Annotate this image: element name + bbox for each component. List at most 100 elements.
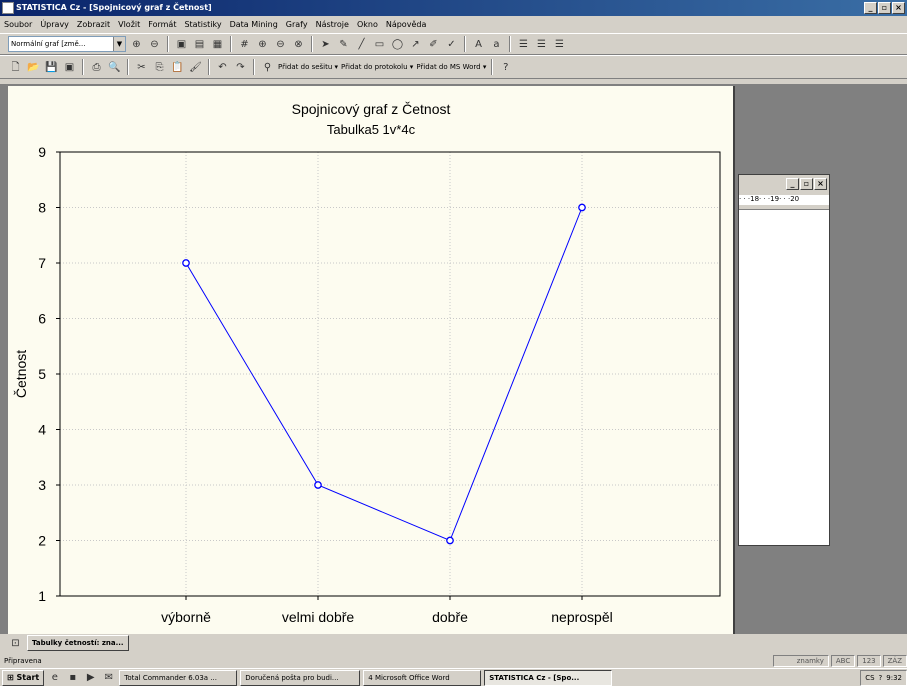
menu-format[interactable]: Formát <box>148 20 177 29</box>
status-text: Připravena <box>4 657 42 665</box>
redo-icon[interactable]: ↷ <box>236 61 245 73</box>
minimize-button[interactable]: _ <box>864 2 877 14</box>
help-icon[interactable]: ? <box>503 61 509 73</box>
paste-icon[interactable]: 📋 <box>171 61 184 73</box>
align-right-icon[interactable]: ☰ <box>555 38 564 50</box>
zoom-reset-icon[interactable]: ⊗ <box>294 38 303 50</box>
add-to-word-button[interactable]: Přidat do MS Word ▾ <box>416 63 487 71</box>
data-point[interactable] <box>182 259 190 267</box>
draw-arrow-icon[interactable]: ↗ <box>411 38 420 50</box>
align-center-icon[interactable]: ☰ <box>537 38 546 50</box>
print-preview-icon[interactable]: 🔍 <box>108 61 121 73</box>
graph-type-combo[interactable]: Normální graf [změ... ▼ <box>8 36 126 52</box>
status-zaz: ZÁZ <box>882 655 907 667</box>
pdf-icon[interactable]: ▣ <box>64 61 75 73</box>
zoom-out2-icon[interactable]: ⊖ <box>276 38 285 50</box>
data-point[interactable] <box>446 536 454 545</box>
new-icon[interactable]: 🗋 <box>11 61 20 73</box>
spreadsheet-body[interactable] <box>739 209 829 545</box>
zoom-icon[interactable]: ⊕ <box>132 38 141 50</box>
draw-ellipse-icon[interactable]: ◯ <box>391 38 404 50</box>
y-tick-label: 8 <box>38 200 46 216</box>
system-tray: CS ? 9:32 <box>860 669 907 686</box>
data-point[interactable] <box>314 481 322 489</box>
sheet-close-button[interactable]: × <box>814 178 827 190</box>
window-title: STATISTICA Cz - [Spojnicový graf z Četno… <box>16 3 212 12</box>
copy-icon[interactable]: ⎘ <box>155 61 164 73</box>
print-icon[interactable]: ⎙ <box>92 61 101 73</box>
add-to-workbook-button[interactable]: Přidat do sešitu ▾ <box>278 63 339 71</box>
brush-icon[interactable]: ✎ <box>339 38 348 50</box>
menu-upravy[interactable]: Úpravy <box>40 20 69 29</box>
zoom-in-icon[interactable]: ⊕ <box>258 38 267 50</box>
menu-grafy[interactable]: Grafy <box>285 20 308 29</box>
menu-nastroje[interactable]: Nástroje <box>315 20 349 29</box>
graph-data-icon[interactable]: ▤ <box>194 38 205 50</box>
draw-rect-icon[interactable]: ▭ <box>374 38 385 50</box>
x-tick-label: dobře <box>432 609 468 625</box>
grid-icon[interactable]: # <box>240 38 249 50</box>
graph-toolbar: Normální graf [změ... ▼ ⊕ ⊖ ▣ ▤ ▦ # ⊕ ⊖ … <box>0 33 907 55</box>
draw-line-icon[interactable]: ╱ <box>358 38 365 50</box>
task-word[interactable]: 4 Microsoft Office Word <box>363 669 482 686</box>
y-tick-label: 7 <box>38 255 46 271</box>
line-chart: Spojnicový graf z Četnost Tabulka5 1v*4c… <box>13 101 721 625</box>
task-mail[interactable]: Doručená pošta pro budi... <box>240 669 361 686</box>
undo-icon[interactable]: ↶ <box>218 61 227 73</box>
graph-options-icon[interactable]: ▣ <box>176 38 187 50</box>
menu-data-mining[interactable]: Data Mining <box>229 20 278 29</box>
menu-zobrazit[interactable]: Zobrazit <box>76 20 111 29</box>
restore-button[interactable]: ▫ <box>878 2 891 14</box>
menu-soubor[interactable]: Soubor <box>4 20 33 29</box>
graph-window[interactable]: Spojnicový graf z Četnost Tabulka5 1v*4c… <box>8 86 735 634</box>
start-label: Start <box>16 672 40 682</box>
app-tab-icon[interactable]: ⊡ <box>11 637 20 649</box>
pointer-icon[interactable]: ➤ <box>321 38 330 50</box>
cut-icon[interactable]: ✂ <box>137 61 146 73</box>
menu-vlozit[interactable]: Vložit <box>118 20 141 29</box>
help-tray-icon[interactable]: ? <box>878 673 883 682</box>
chart-subtitle: Tabulka5 1v*4c <box>327 122 416 137</box>
font-smaller-icon[interactable]: a <box>493 38 500 50</box>
format-painter-icon[interactable]: 🖌 <box>189 61 202 73</box>
status-123: 123 <box>857 655 881 667</box>
open-icon[interactable]: 📂 <box>27 61 40 73</box>
spreadsheet-window[interactable]: _ ▫ × · · ·18· · ·19· · ·20 <box>738 174 830 546</box>
y-tick-label: 5 <box>38 366 46 382</box>
sheet-restore-button[interactable]: ▫ <box>800 178 813 190</box>
status-abc: ABC <box>830 655 856 667</box>
mail-icon[interactable]: ✉ <box>104 672 113 683</box>
tab-frequency-tables[interactable]: Tabulky četností: zna... <box>27 635 129 651</box>
standard-toolbar: 🗋 📂 💾 ▣ ⎙ 🔍 ✂ ⎘ 📋 🖌 ↶ ↷ ⚲ Přidat do seši… <box>0 55 907 79</box>
freehand-icon[interactable]: ✐ <box>429 38 438 50</box>
taskbar: ⊞ Start e ▪ ▶ ✉ Total Commander 6.03a ..… <box>0 668 907 686</box>
graph-layout-icon[interactable]: ▦ <box>212 38 223 50</box>
zoom-out-icon[interactable]: ⊖ <box>150 38 159 50</box>
menu-napoveda[interactable]: Nápověda <box>385 20 427 29</box>
data-point[interactable] <box>578 203 586 212</box>
align-left-icon[interactable]: ☰ <box>519 38 528 50</box>
column-ruler: · · ·18· · ·19· · ·20 <box>739 195 829 205</box>
chevron-down-icon[interactable]: ▼ <box>113 37 125 51</box>
media-icon[interactable]: ▶ <box>86 672 95 683</box>
binoculars-icon[interactable]: ⚲ <box>263 61 272 73</box>
series-line <box>185 207 583 542</box>
menu-statistiky[interactable]: Statistiky <box>184 20 222 29</box>
start-button[interactable]: ⊞ Start <box>2 669 45 686</box>
y-tick-label: 4 <box>38 422 46 438</box>
check-icon[interactable]: ✓ <box>447 38 456 50</box>
menu-okno[interactable]: Okno <box>356 20 378 29</box>
ie-icon[interactable]: e <box>51 672 58 683</box>
language-icon[interactable]: CS <box>865 673 875 682</box>
y-tick-label: 6 <box>38 311 46 327</box>
save-icon[interactable]: 💾 <box>45 61 58 73</box>
close-button[interactable]: × <box>892 2 905 14</box>
task-statistica[interactable]: STATISTICA Cz - [Spo... <box>484 669 613 686</box>
chart-title: Spojnicový graf z Četnost <box>292 101 451 117</box>
add-to-report-button[interactable]: Přidat do protokolu ▾ <box>341 63 414 71</box>
font-larger-icon[interactable]: A <box>475 38 482 50</box>
task-total-commander[interactable]: Total Commander 6.03a ... <box>119 669 238 686</box>
quicklaunch-save-icon[interactable]: ▪ <box>69 672 77 683</box>
sheet-minimize-button[interactable]: _ <box>786 178 799 190</box>
window-tabbar: ⊡ Tabulky četností: zna... <box>0 634 907 652</box>
